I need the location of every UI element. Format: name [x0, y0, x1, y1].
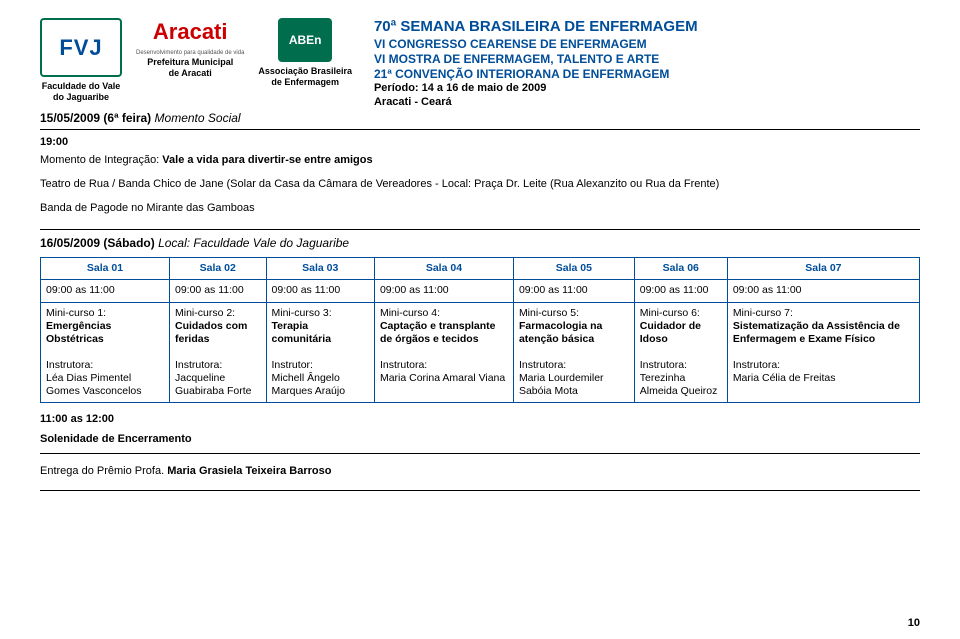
table-header-row: Sala 01 Sala 02 Sala 03 Sala 04 Sala 05 … — [41, 258, 920, 280]
time-3: 09:00 as 11:00 — [266, 280, 374, 302]
section1-time: 19:00 — [40, 136, 920, 150]
aben-caption2: de Enfermagem — [271, 77, 339, 88]
table-time-row: 09:00 as 11:00 09:00 as 11:00 09:00 as 1… — [41, 280, 920, 302]
separator-4 — [40, 490, 920, 491]
aracati-caption2: de Aracati — [169, 68, 212, 79]
aben-abbr: ABEn — [278, 18, 332, 62]
session-date-2: 16/05/2009 (Sábado) Local: Faculdade Val… — [40, 236, 920, 251]
th-4: Sala 04 — [374, 258, 513, 280]
cell-2: Mini-curso 2: Cuidados com feridas Instr… — [170, 302, 267, 403]
logo-fvj: FVJ Faculdade do Vale do Jaguaribe — [40, 18, 122, 104]
separator-3 — [40, 453, 920, 454]
date-2-label: Local: Faculdade Vale do Jaguaribe — [158, 236, 349, 250]
footer-line1: Solenidade de Encerramento — [40, 433, 920, 447]
logo-aben: ABEn Associação Brasileira de Enfermagem — [258, 18, 352, 89]
th-5: Sala 05 — [513, 258, 634, 280]
footer-line2: Entrega do Prêmio Profa. Maria Grasiela … — [40, 465, 920, 479]
table-content-row: Mini-curso 1: Emergências Obstétricas In… — [41, 302, 920, 403]
date-1-label: Momento Social — [155, 111, 241, 125]
session-date-1: 15/05/2009 (6ª feira) Momento Social — [40, 111, 920, 126]
fvj-abbr: FVJ — [59, 34, 102, 62]
cell-5: Mini-curso 5: Farmacologia na atenção bá… — [513, 302, 634, 403]
cell-3: Mini-curso 3: Terapia comunitária Instru… — [266, 302, 374, 403]
th-7: Sala 07 — [727, 258, 919, 280]
cell-6: Mini-curso 6: Cuidador de Idoso Instruto… — [634, 302, 727, 403]
time-5: 09:00 as 11:00 — [513, 280, 634, 302]
logo-aracati: Aracati Desenvolvimento para qualidade d… — [136, 18, 244, 80]
th-3: Sala 03 — [266, 258, 374, 280]
fvj-caption1: Faculdade do Vale — [42, 81, 121, 92]
cell-4: Mini-curso 4: Captação e transplante de … — [374, 302, 513, 403]
th-2: Sala 02 — [170, 258, 267, 280]
time-6: 09:00 as 11:00 — [634, 280, 727, 302]
title-3: VI MOSTRA DE ENFERMAGEM, TALENTO E ARTE — [374, 52, 920, 67]
title-1: 70ª SEMANA BRASILEIRA DE ENFERMAGEM — [374, 18, 920, 37]
separator-1 — [40, 129, 920, 130]
title-2: VI CONGRESSO CEARENSE DE ENFERMAGEM — [374, 37, 920, 52]
title-period: Período: 14 a 16 de maio de 2009 — [374, 82, 920, 96]
footer-time: 11:00 as 12:00 — [40, 413, 920, 427]
title-city: Aracati - Ceará — [374, 96, 920, 110]
aracati-abbr: Aracati — [153, 18, 228, 46]
cell-1: Mini-curso 1: Emergências Obstétricas In… — [41, 302, 170, 403]
date-2: 16/05/2009 (Sábado) — [40, 236, 155, 250]
aracati-caption1: Prefeitura Municipal — [147, 57, 233, 68]
schedule-table: Sala 01 Sala 02 Sala 03 Sala 04 Sala 05 … — [40, 257, 920, 403]
fvj-caption2: do Jaguaribe — [53, 92, 109, 103]
th-6: Sala 06 — [634, 258, 727, 280]
time-4: 09:00 as 11:00 — [374, 280, 513, 302]
section-momento: 19:00 Momento de Integração: Vale a vida… — [40, 136, 920, 215]
aben-caption1: Associação Brasileira — [258, 66, 352, 77]
date-1: 15/05/2009 (6ª feira) — [40, 111, 151, 125]
time-2: 09:00 as 11:00 — [170, 280, 267, 302]
time-1: 09:00 as 11:00 — [41, 280, 170, 302]
event-titles: 70ª SEMANA BRASILEIRA DE ENFERMAGEM VI C… — [366, 18, 920, 109]
th-1: Sala 01 — [41, 258, 170, 280]
document-header: FVJ Faculdade do Vale do Jaguaribe Araca… — [40, 18, 920, 109]
page-number: 10 — [908, 617, 920, 631]
section1-p1: Teatro de Rua / Banda Chico de Jane (Sol… — [40, 178, 920, 192]
section1-title: Momento de Integração: Vale a vida para … — [40, 154, 920, 168]
cell-7: Mini-curso 7: Sistematização da Assistên… — [727, 302, 919, 403]
section1-p2: Banda de Pagode no Mirante das Gamboas — [40, 202, 920, 216]
title-4: 21ª CONVENÇÃO INTERIORANA DE ENFERMAGEM — [374, 67, 920, 82]
aracati-sub: Desenvolvimento para qualidade de vida — [136, 50, 244, 58]
time-7: 09:00 as 11:00 — [727, 280, 919, 302]
separator-2 — [40, 229, 920, 230]
